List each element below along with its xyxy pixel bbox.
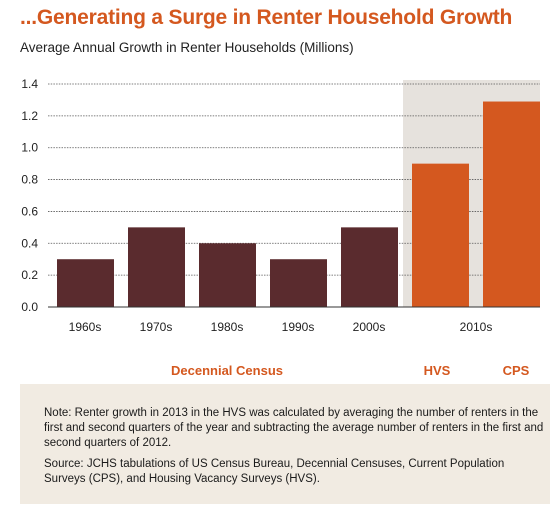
y-tick-label: 0.4 [21,236,38,250]
chart-subtitle: Average Annual Growth in Renter Househol… [20,40,354,55]
bar-2000s [341,227,398,307]
bar-hvs [412,163,469,307]
y-tick-label: 0.8 [21,173,38,187]
y-tick-label: 0.6 [21,204,38,218]
group-label-hvs: HVS [424,363,451,378]
y-tick-label: 0.2 [21,268,38,282]
bar-1990s [270,259,327,307]
bar-chart: 0.0 0.2 0.4 0.6 0.8 1.0 1.2 1.4 1960s 1970s 1980s 1… [21,77,540,378]
x-tick-label: 2010s [460,320,493,334]
group-label-decennial-census: Decennial Census [171,363,283,378]
y-tick-label: 1.2 [21,109,38,123]
chart-note: Note: Renter growth in 2013 in the HVS w… [44,407,544,449]
x-tick-label: 1990s [282,320,315,334]
y-tick-label: 1.0 [21,141,38,155]
bar-1980s [199,243,256,307]
chart-source: Source: JCHS tabulations of US Census Bu… [44,458,505,485]
x-tick-label: 2000s [353,320,386,334]
chart-title: ...Generating a Surge in Renter Househol… [20,6,513,29]
group-label-cps: CPS [503,363,530,378]
x-tick-label: 1960s [69,320,102,334]
x-tick-label: 1980s [211,320,244,334]
bar-1960s [57,259,114,307]
y-tick-label: 1.4 [21,77,38,91]
bar-cps [483,101,540,308]
bar-1970s [128,227,185,307]
y-tick-label: 0.0 [21,300,38,314]
x-tick-label: 1970s [140,320,173,334]
notes-box: Note: Renter growth in 2013 in the HVS w… [20,384,550,504]
